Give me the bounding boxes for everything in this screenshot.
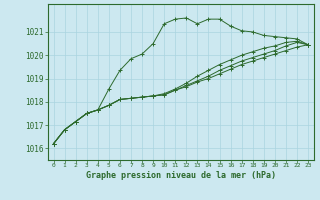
X-axis label: Graphe pression niveau de la mer (hPa): Graphe pression niveau de la mer (hPa) [86,171,276,180]
